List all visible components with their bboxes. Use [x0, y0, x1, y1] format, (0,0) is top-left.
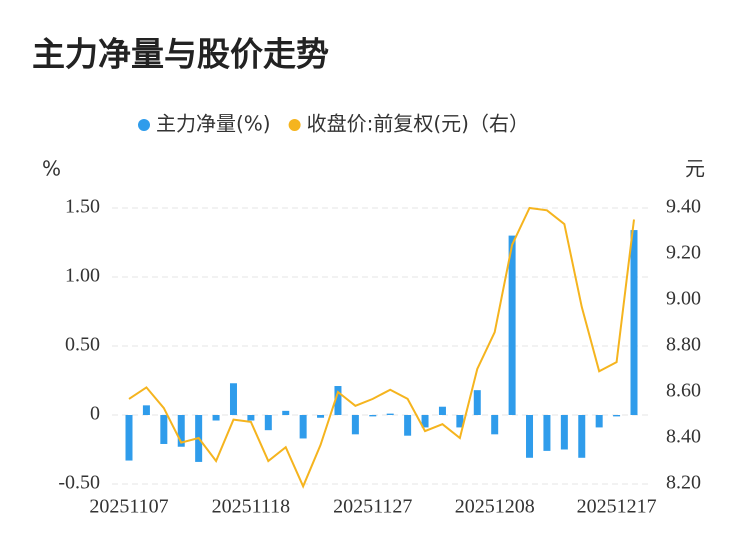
bar: [369, 415, 377, 417]
y-tick-label: 1.50: [65, 196, 100, 218]
legend-marker: [288, 119, 301, 131]
bar: [386, 413, 394, 415]
bar: [282, 410, 290, 415]
price-line: [128, 206, 635, 489]
chart-title: 主力净量与股价走势: [32, 35, 329, 74]
bar: [421, 415, 429, 428]
y-tick-label: -0.50: [58, 472, 100, 494]
bar: [317, 415, 325, 418]
bar: [229, 383, 237, 415]
y2-axis-label: 元: [685, 157, 705, 181]
bar: [404, 415, 412, 436]
x-tick-label: 20251217: [577, 496, 657, 518]
bar: [142, 405, 150, 415]
x-tick-label: 20251208: [455, 496, 535, 518]
y2-tick-label: 8.80: [666, 334, 701, 356]
bar: [351, 415, 359, 435]
legend-marker: [138, 119, 150, 131]
bar: [125, 415, 133, 461]
bar: [630, 230, 638, 415]
y2-tick-label: 8.60: [666, 380, 701, 402]
y-tick-label: 1.00: [65, 265, 100, 287]
bar: [526, 415, 534, 458]
x-tick-label: 20251107: [89, 496, 168, 518]
y-tick-label: 0.50: [65, 334, 100, 356]
y2-tick-label: 8.20: [666, 472, 701, 494]
y2-tick-label: 9.00: [666, 288, 701, 310]
y2-tick-label: 9.40: [666, 196, 701, 218]
legend-label: 收盘价:前复权(元)（右）: [307, 112, 529, 136]
y-axis-label: %: [42, 157, 61, 181]
bar: [560, 415, 568, 450]
bar: [212, 415, 220, 421]
y-tick-label: 0: [90, 403, 100, 425]
y2-tick-label: 8.40: [666, 426, 701, 448]
x-tick-label: 20251127: [333, 496, 412, 518]
bar: [438, 406, 446, 415]
bar: [264, 415, 272, 431]
x-tick-label: 20251118: [212, 496, 291, 518]
bar: [473, 390, 481, 415]
bar: [247, 415, 255, 421]
bar: [456, 415, 464, 428]
bar: [578, 415, 586, 458]
bar: [160, 415, 168, 444]
bar: [508, 235, 516, 415]
bar: [595, 415, 603, 428]
bar: [613, 415, 621, 417]
y2-tick-label: 9.20: [666, 242, 701, 264]
bar: [334, 386, 342, 415]
bar: [543, 415, 551, 451]
bar: [491, 415, 499, 435]
bar: [299, 415, 307, 439]
legend-label: 主力净量(%): [156, 112, 271, 136]
bar: [177, 415, 185, 447]
